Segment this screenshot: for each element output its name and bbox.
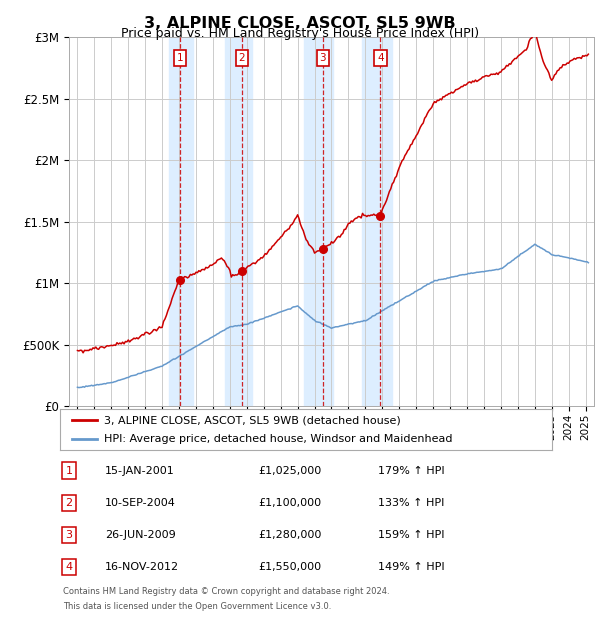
Text: £1,100,000: £1,100,000 bbox=[258, 498, 321, 508]
Text: This data is licensed under the Open Government Licence v3.0.: This data is licensed under the Open Gov… bbox=[63, 602, 331, 611]
Text: HPI: Average price, detached house, Windsor and Maidenhead: HPI: Average price, detached house, Wind… bbox=[104, 433, 453, 444]
Text: 2: 2 bbox=[65, 498, 73, 508]
Text: 133% ↑ HPI: 133% ↑ HPI bbox=[378, 498, 445, 508]
Text: 179% ↑ HPI: 179% ↑ HPI bbox=[378, 466, 445, 476]
Text: 16-NOV-2012: 16-NOV-2012 bbox=[105, 562, 179, 572]
Text: Contains HM Land Registry data © Crown copyright and database right 2024.: Contains HM Land Registry data © Crown c… bbox=[63, 587, 389, 596]
Text: 159% ↑ HPI: 159% ↑ HPI bbox=[378, 530, 445, 540]
Text: 149% ↑ HPI: 149% ↑ HPI bbox=[378, 562, 445, 572]
Text: 10-SEP-2004: 10-SEP-2004 bbox=[105, 498, 176, 508]
Bar bbox=[169, 37, 193, 406]
Text: 3, ALPINE CLOSE, ASCOT, SL5 9WB (detached house): 3, ALPINE CLOSE, ASCOT, SL5 9WB (detache… bbox=[104, 415, 401, 425]
Text: 4: 4 bbox=[65, 562, 73, 572]
Text: £1,280,000: £1,280,000 bbox=[258, 530, 322, 540]
Text: £1,550,000: £1,550,000 bbox=[258, 562, 321, 572]
Text: 3: 3 bbox=[320, 53, 326, 63]
Text: Price paid vs. HM Land Registry's House Price Index (HPI): Price paid vs. HM Land Registry's House … bbox=[121, 27, 479, 40]
Text: 1: 1 bbox=[176, 53, 183, 63]
Text: 3, ALPINE CLOSE, ASCOT, SL5 9WB: 3, ALPINE CLOSE, ASCOT, SL5 9WB bbox=[144, 16, 456, 30]
Text: 26-JUN-2009: 26-JUN-2009 bbox=[105, 530, 176, 540]
Text: 3: 3 bbox=[65, 530, 73, 540]
Text: £1,025,000: £1,025,000 bbox=[258, 466, 321, 476]
Bar bbox=[362, 37, 392, 406]
Text: 2: 2 bbox=[238, 53, 245, 63]
Bar bbox=[304, 37, 333, 406]
Text: 1: 1 bbox=[65, 466, 73, 476]
Bar bbox=[225, 37, 252, 406]
Text: 15-JAN-2001: 15-JAN-2001 bbox=[105, 466, 175, 476]
Text: 4: 4 bbox=[377, 53, 383, 63]
